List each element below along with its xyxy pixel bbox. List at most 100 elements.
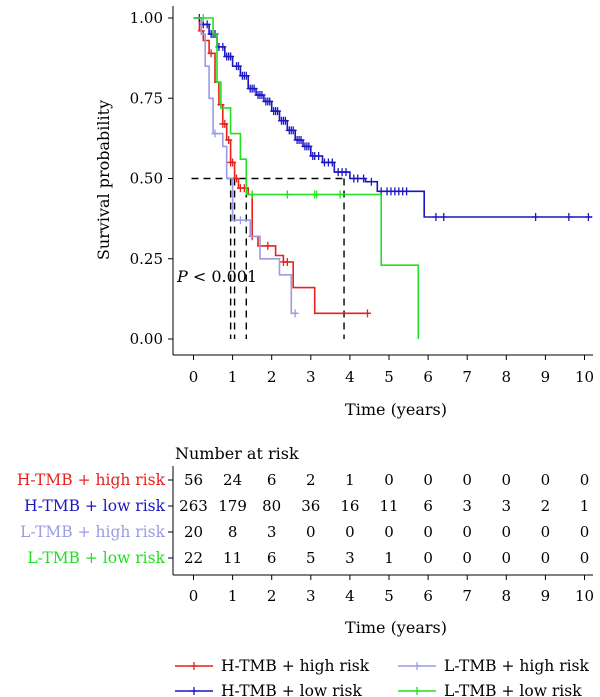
censor-mark	[221, 119, 229, 128]
y-tick-label: 0.25	[130, 250, 163, 268]
risk-cell: 0	[541, 471, 551, 489]
risk-cell: 8	[228, 523, 238, 541]
censor-mark	[363, 309, 371, 318]
censor-mark	[281, 116, 289, 125]
risk-cell: 20	[184, 523, 203, 541]
risk-cell: 3	[267, 523, 277, 541]
censor-mark	[250, 84, 258, 93]
censor-mark	[297, 135, 305, 144]
censor-mark	[403, 187, 411, 196]
censor-mark	[199, 14, 207, 22]
risk-cell: 0	[502, 523, 512, 541]
legend-label: H-TMB + high risk	[221, 657, 370, 675]
risk-cell: 24	[223, 471, 242, 489]
risk-row-label: L-TMB + low risk	[27, 549, 165, 567]
risk-col-label: 1	[228, 587, 238, 605]
censor-mark	[219, 42, 227, 51]
censor-mark	[234, 62, 242, 71]
censor-mark	[266, 97, 274, 106]
censor-mark	[354, 174, 362, 183]
censor-mark	[211, 129, 219, 138]
risk-cell: 0	[502, 471, 512, 489]
legend-censor-mark	[190, 687, 198, 695]
x-tick-label: 3	[306, 368, 316, 386]
risk-col-label: 8	[502, 587, 512, 605]
risk-cell: 1	[345, 471, 355, 489]
legend-entry-h-tmb-low-risk: H-TMB + low risk	[175, 682, 362, 697]
censor-mark	[248, 190, 256, 199]
x-tick-label: 0	[189, 368, 199, 386]
censor-mark	[291, 309, 299, 318]
risk-cell: 0	[580, 549, 590, 567]
p-value-annotation: P < 0.001	[176, 267, 257, 286]
risk-cell: 1	[580, 497, 590, 515]
censor-mark	[233, 174, 241, 183]
y-tick-label: 0.00	[130, 330, 163, 348]
risk-cell: 263	[179, 497, 208, 515]
censor-mark	[289, 126, 297, 135]
censor-mark	[227, 52, 235, 61]
risk-cell: 56	[184, 471, 203, 489]
censor-mark	[565, 213, 573, 222]
p-symbol: P	[176, 267, 188, 286]
risk-cell: 2	[541, 497, 551, 515]
risk-cell: 179	[218, 497, 247, 515]
risk-cell: 0	[384, 523, 394, 541]
risk-col-label: 4	[345, 587, 355, 605]
km-curve-h-tmb-low-risk	[193, 17, 593, 218]
legend-censor-mark	[413, 687, 421, 695]
x-tick-label: 6	[423, 368, 433, 386]
x-tick-label: 8	[502, 368, 512, 386]
risk-cell: 0	[423, 549, 433, 567]
risk-cell: 0	[423, 523, 433, 541]
series-l-tmb-low-risk	[193, 14, 420, 339]
x-tick-label: 9	[541, 368, 551, 386]
censor-mark	[203, 20, 211, 29]
risk-col-label: 6	[423, 587, 433, 605]
risk-cell: 0	[580, 471, 590, 489]
y-tick-label: 0.75	[130, 89, 163, 107]
x-tick-label: 7	[462, 368, 472, 386]
risk-cell: 0	[345, 523, 355, 541]
risk-col-label: 7	[462, 587, 472, 605]
censor-mark	[584, 213, 592, 222]
risk-cell: 3	[502, 497, 512, 515]
p-value-text: < 0.001	[188, 267, 257, 286]
risk-cell: 0	[462, 471, 472, 489]
legend-censor-mark	[190, 662, 198, 670]
risk-table-x-title: Time (years)	[345, 618, 447, 637]
risk-row-label: H-TMB + low risk	[24, 497, 165, 515]
censor-mark	[258, 91, 266, 100]
risk-row-label: H-TMB + high risk	[17, 471, 166, 489]
censor-mark	[532, 213, 540, 222]
censor-mark	[229, 158, 237, 167]
censor-mark	[367, 177, 375, 186]
risk-cell: 0	[541, 549, 551, 567]
x-tick-label: 4	[345, 368, 355, 386]
censor-mark	[236, 216, 244, 225]
x-tick-label: 5	[384, 368, 394, 386]
risk-cell: 16	[340, 497, 359, 515]
censor-mark	[360, 174, 368, 183]
censor-mark	[274, 107, 282, 116]
censor-mark	[336, 190, 344, 199]
legend-label: L-TMB + high risk	[444, 657, 590, 675]
censor-mark	[264, 241, 272, 250]
risk-table-title: Number at risk	[175, 444, 299, 463]
risk-cell: 0	[423, 471, 433, 489]
risk-cell: 11	[223, 549, 242, 567]
km-curve-l-tmb-high-risk	[193, 17, 298, 315]
censor-mark	[440, 213, 448, 222]
risk-col-label: 10	[575, 587, 594, 605]
series-l-tmb-high-risk	[193, 17, 299, 318]
y-axis-title: Survival probability	[94, 100, 113, 260]
risk-cell: 3	[462, 497, 472, 515]
risk-cell: 0	[580, 523, 590, 541]
risk-cell: 0	[462, 523, 472, 541]
risk-cell: 1	[384, 549, 394, 567]
series-h-tmb-low-risk	[193, 14, 593, 222]
risk-col-label: 5	[384, 587, 394, 605]
km-plot: 0.00 0.25 0.50 0.75 1.00 0 1 2 3 4 5 6 7 8 9 10 Time (ye…	[94, 6, 594, 419]
